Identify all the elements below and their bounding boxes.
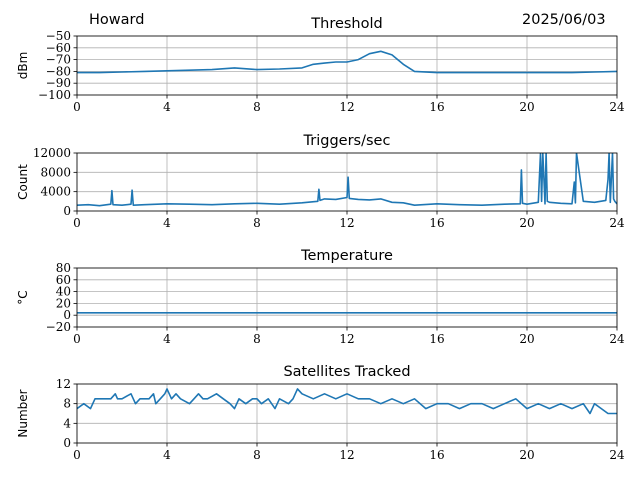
station-name: Howard: [89, 12, 145, 28]
temperature-xtick-label-4: 16: [429, 332, 444, 346]
threshold-ytick-label-4: −60: [46, 41, 71, 55]
temperature-ytick-label-1: 0: [63, 308, 71, 322]
triggers-xtick-label-5: 20: [519, 216, 534, 230]
threshold-xtick-label-5: 20: [519, 100, 534, 114]
temperature-title: Temperature: [300, 248, 393, 264]
temperature-ylabel: °C: [16, 290, 30, 304]
threshold-title: Threshold: [310, 16, 382, 32]
triggers-ytick-label-3: 12000: [33, 146, 71, 160]
satellites-xtick-label-5: 20: [519, 448, 534, 462]
threshold-xtick-label-1: 4: [163, 100, 171, 114]
threshold-ytick-label-1: −90: [46, 76, 71, 90]
triggers-series-line-0: [77, 153, 617, 207]
threshold-ylabel: dBm: [16, 52, 30, 80]
satellites-ytick-label-3: 12: [56, 377, 71, 391]
triggers-xtick-label-6: 24: [609, 216, 625, 230]
satellites-ylabel: Number: [16, 389, 30, 437]
triggers-ytick-label-2: 8000: [40, 165, 71, 179]
threshold-ytick-label-0: −100: [38, 88, 71, 102]
threshold-ytick-label-5: −50: [46, 29, 71, 43]
threshold-ytick-label-2: −80: [46, 64, 71, 78]
satellites-panel: 0 4 8 12 16 20 24 0 4 8 12 Satellites Tracked Number: [16, 364, 625, 462]
threshold-ytick-label-3: −70: [46, 53, 71, 67]
satellites-xtick-label-2: 8: [253, 448, 261, 462]
satellites-xtick-label-4: 16: [429, 448, 444, 462]
threshold-xtick-label-3: 12: [339, 100, 354, 114]
threshold-xtick-label-6: 24: [609, 100, 625, 114]
satellites-xtick-label-0: 0: [73, 448, 81, 462]
triggers-xtick-label-2: 8: [253, 216, 261, 230]
temperature-xtick-label-5: 20: [519, 332, 534, 346]
satellites-ytick-label-0: 0: [63, 436, 71, 450]
satellites-ytick-label-1: 4: [63, 416, 71, 430]
threshold-xtick-label-4: 16: [429, 100, 444, 114]
satellites-ytick-label-2: 8: [63, 397, 71, 411]
threshold-xtick-label-2: 8: [253, 100, 261, 114]
temperature-ytick-label-0: −20: [46, 320, 71, 334]
date-label: 2025/06/03: [522, 12, 606, 28]
temperature-ytick-label-3: 40: [56, 285, 71, 299]
temperature-xtick-label-0: 0: [73, 332, 81, 346]
triggers-ylabel: Count: [16, 164, 30, 200]
triggers-xtick-label-1: 4: [163, 216, 171, 230]
triggers-xtick-label-3: 12: [339, 216, 354, 230]
threshold-xtick-label-0: 0: [73, 100, 81, 114]
temperature-ytick-label-4: 60: [56, 273, 71, 287]
temperature-xtick-label-1: 4: [163, 332, 171, 346]
triggers-ytick-label-1: 4000: [40, 185, 71, 199]
triggers-title: Triggers/sec: [303, 133, 391, 149]
satellites-xtick-label-6: 24: [609, 448, 625, 462]
triggers-xtick-label-0: 0: [73, 216, 81, 230]
temperature-ytick-label-5: 80: [56, 261, 71, 275]
temperature-xtick-label-3: 12: [339, 332, 354, 346]
satellites-xtick-label-3: 12: [339, 448, 354, 462]
satellites-title: Satellites Tracked: [283, 364, 410, 380]
threshold-panel: 0 4 8 12 16 20 24 −100−90−80−70−60−50 Threshold d…: [16, 16, 625, 114]
triggers-xtick-label-4: 16: [429, 216, 444, 230]
temperature-xtick-label-2: 8: [253, 332, 261, 346]
temperature-ytick-label-2: 20: [56, 296, 71, 310]
satellites-xtick-label-1: 4: [163, 448, 171, 462]
threshold-series-line-0: [77, 50, 617, 74]
temperature-xtick-label-6: 24: [609, 332, 625, 346]
satellites-series-line-0: [77, 388, 617, 415]
triggers-panel: 0 4 8 12 16 20 24 0 4000 8000 12000 Triggers/sec Cou…: [16, 133, 625, 230]
triggers-ytick-label-0: 0: [63, 204, 71, 218]
